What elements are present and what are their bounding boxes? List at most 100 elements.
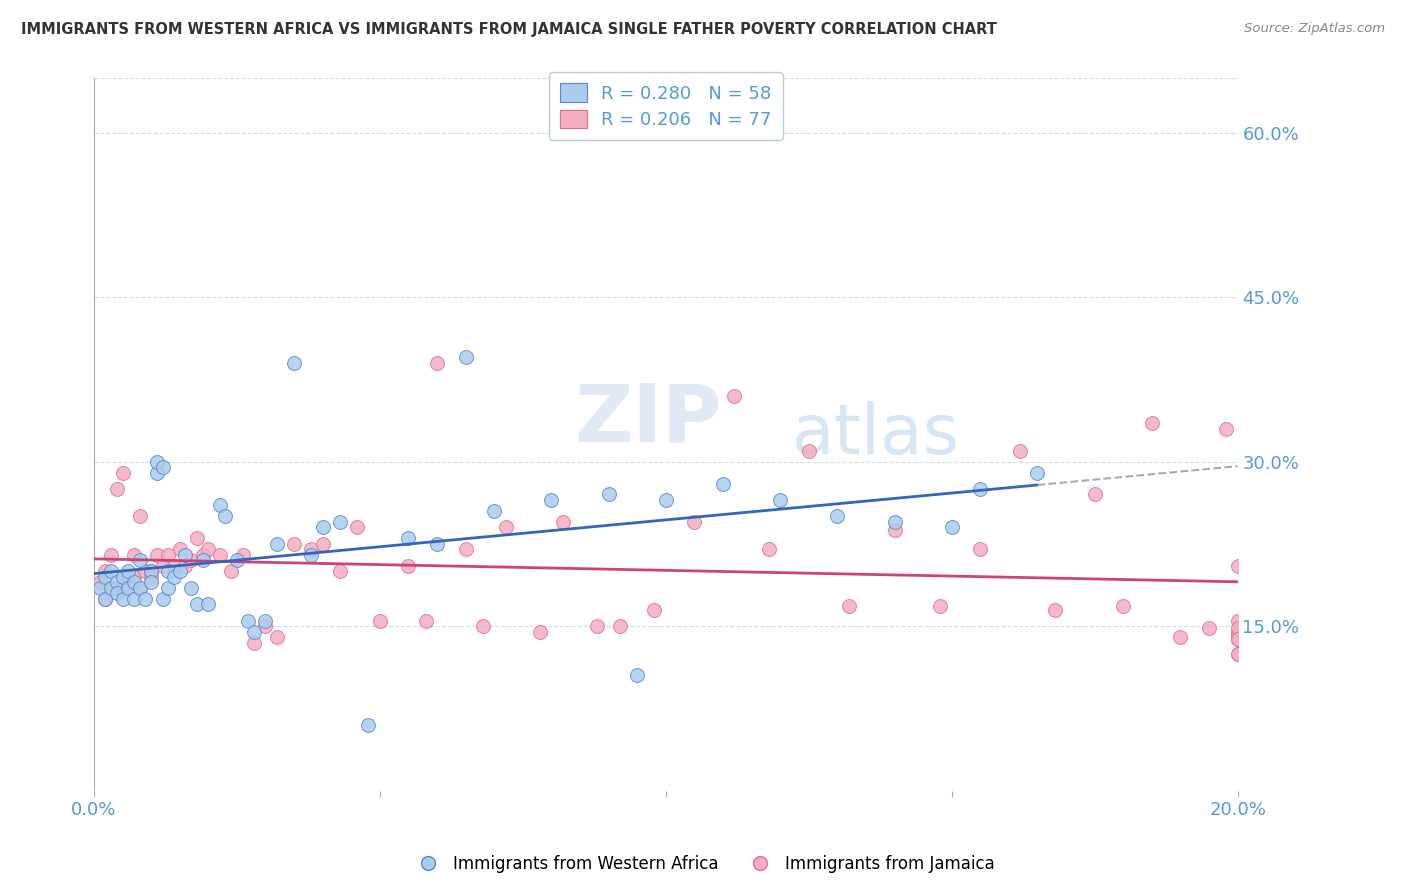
Point: [1215, 422, 1237, 436]
Point: [626, 668, 648, 682]
Point: [180, 553, 202, 567]
Point: [139, 564, 162, 578]
Point: [1010, 443, 1032, 458]
Point: [111, 591, 134, 606]
Legend: R = 0.280   N = 58, R = 0.206   N = 77: R = 0.280 N = 58, R = 0.206 N = 77: [548, 72, 783, 140]
Point: [117, 581, 139, 595]
Point: [128, 581, 150, 595]
Text: atlas: atlas: [792, 401, 959, 467]
Point: [163, 570, 186, 584]
Point: [346, 520, 368, 534]
Point: [243, 624, 266, 639]
Text: Source: ZipAtlas.com: Source: ZipAtlas.com: [1244, 22, 1385, 36]
Point: [139, 575, 162, 590]
Point: [426, 537, 449, 551]
Point: [1226, 558, 1249, 573]
Text: ZIP: ZIP: [574, 381, 721, 458]
Point: [329, 515, 352, 529]
Point: [208, 499, 231, 513]
Point: [122, 570, 145, 584]
Legend: Immigrants from Western Africa, Immigrants from Jamaica: Immigrants from Western Africa, Immigran…: [405, 848, 1001, 880]
Point: [929, 599, 952, 614]
Point: [157, 548, 180, 562]
Point: [94, 591, 117, 606]
Point: [398, 558, 420, 573]
Point: [723, 389, 745, 403]
Point: [94, 570, 117, 584]
Point: [941, 520, 963, 534]
Point: [117, 575, 139, 590]
Point: [827, 509, 849, 524]
Point: [197, 542, 219, 557]
Point: [208, 548, 231, 562]
Point: [243, 635, 266, 649]
Point: [368, 614, 391, 628]
Point: [1226, 628, 1249, 642]
Point: [1043, 602, 1066, 616]
Point: [105, 482, 128, 496]
Point: [139, 564, 162, 578]
Point: [454, 351, 477, 365]
Point: [1026, 466, 1049, 480]
Point: [254, 619, 277, 633]
Point: [769, 492, 792, 507]
Point: [398, 532, 420, 546]
Point: [1170, 630, 1192, 644]
Point: [883, 523, 905, 537]
Point: [214, 509, 236, 524]
Point: [299, 542, 322, 557]
Point: [551, 515, 574, 529]
Point: [758, 542, 780, 557]
Point: [883, 515, 905, 529]
Point: [152, 460, 174, 475]
Point: [969, 482, 991, 496]
Point: [152, 591, 174, 606]
Point: [169, 564, 191, 578]
Point: [426, 356, 449, 370]
Point: [1226, 624, 1249, 639]
Point: [105, 575, 128, 590]
Point: [174, 558, 197, 573]
Point: [232, 548, 254, 562]
Point: [111, 581, 134, 595]
Point: [1226, 632, 1249, 647]
Point: [122, 548, 145, 562]
Point: [415, 614, 437, 628]
Point: [94, 591, 117, 606]
Point: [191, 553, 214, 567]
Point: [283, 537, 305, 551]
Point: [169, 542, 191, 557]
Point: [146, 548, 169, 562]
Point: [1084, 487, 1107, 501]
Point: [128, 509, 150, 524]
Point: [146, 454, 169, 468]
Point: [266, 630, 288, 644]
Point: [100, 581, 122, 595]
Point: [1226, 632, 1249, 647]
Point: [1226, 647, 1249, 661]
Point: [122, 591, 145, 606]
Point: [105, 581, 128, 595]
Point: [117, 564, 139, 578]
Point: [1226, 632, 1249, 647]
Point: [157, 581, 180, 595]
Point: [128, 553, 150, 567]
Point: [117, 581, 139, 595]
Point: [838, 599, 860, 614]
Point: [100, 548, 122, 562]
Point: [163, 558, 186, 573]
Point: [100, 564, 122, 578]
Point: [1140, 416, 1163, 430]
Point: [146, 466, 169, 480]
Point: [105, 586, 128, 600]
Point: [1226, 614, 1249, 628]
Point: [1112, 599, 1135, 614]
Point: [311, 537, 333, 551]
Point: [655, 492, 678, 507]
Point: [191, 548, 214, 562]
Point: [586, 619, 609, 633]
Point: [89, 581, 111, 595]
Point: [484, 504, 506, 518]
Point: [495, 520, 517, 534]
Point: [1226, 621, 1249, 635]
